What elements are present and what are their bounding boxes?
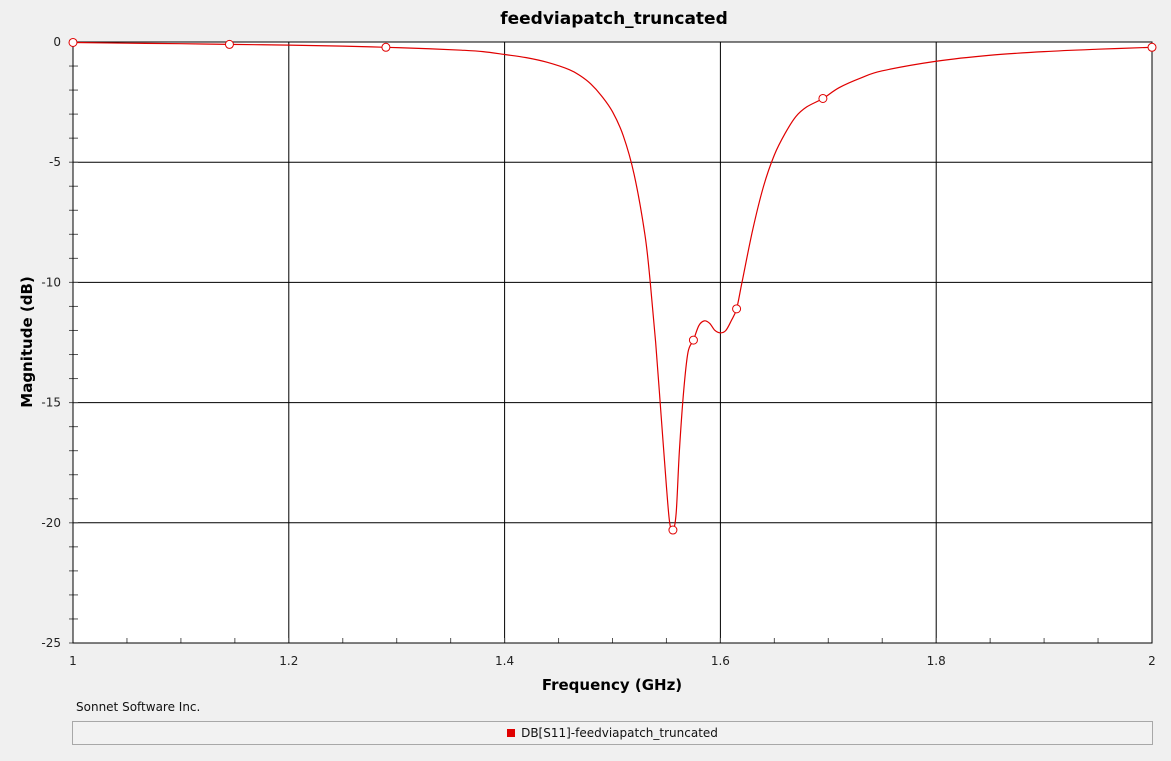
legend-swatch <box>507 729 516 737</box>
series-marker <box>688 335 698 345</box>
y-axis-label: Magnitude (dB) <box>18 276 36 407</box>
x-tick-label: 1 <box>69 654 77 668</box>
x-tick-label: 1.6 <box>711 654 730 668</box>
x-axis-label: Frequency (GHz) <box>542 676 682 694</box>
x-tick-label: 2 <box>1148 654 1156 668</box>
y-tick-label: 0 <box>53 35 61 49</box>
y-tick-labels: 0 -5 -10 -15 -20 -25 <box>41 35 61 650</box>
series-marker <box>818 93 828 103</box>
chart-title: feedviapatch_truncated <box>500 9 728 29</box>
series-marker <box>732 304 742 314</box>
x-tick-labels: 1 1.2 1.4 1.6 1.8 2 <box>69 654 1156 668</box>
y-tick-label: -20 <box>41 516 61 530</box>
x-tick-label: 1.8 <box>927 654 946 668</box>
series-marker <box>1147 42 1157 52</box>
legend-entry-label: DB[S11]-feedviapatch_truncated <box>521 726 718 740</box>
y-tick-label: -10 <box>41 275 61 289</box>
y-tick-label: -5 <box>49 155 61 169</box>
x-tick-label: 1.2 <box>279 654 298 668</box>
legend: DB[S11]-feedviapatch_truncated <box>72 721 1153 745</box>
x-tick-label: 1.4 <box>495 654 514 668</box>
series-layer <box>68 37 1157 535</box>
copyright-text: Sonnet Software Inc. <box>76 700 201 714</box>
plot-frame <box>72 41 1153 644</box>
series-marker <box>381 42 391 52</box>
y-tick-label: -25 <box>41 636 61 650</box>
series-marker <box>68 37 78 47</box>
series-marker <box>224 39 234 49</box>
y-tick-label: -15 <box>41 396 61 410</box>
series-line-s11 <box>72 41 1153 532</box>
series-marker <box>668 525 678 535</box>
plot-area <box>73 42 1152 643</box>
